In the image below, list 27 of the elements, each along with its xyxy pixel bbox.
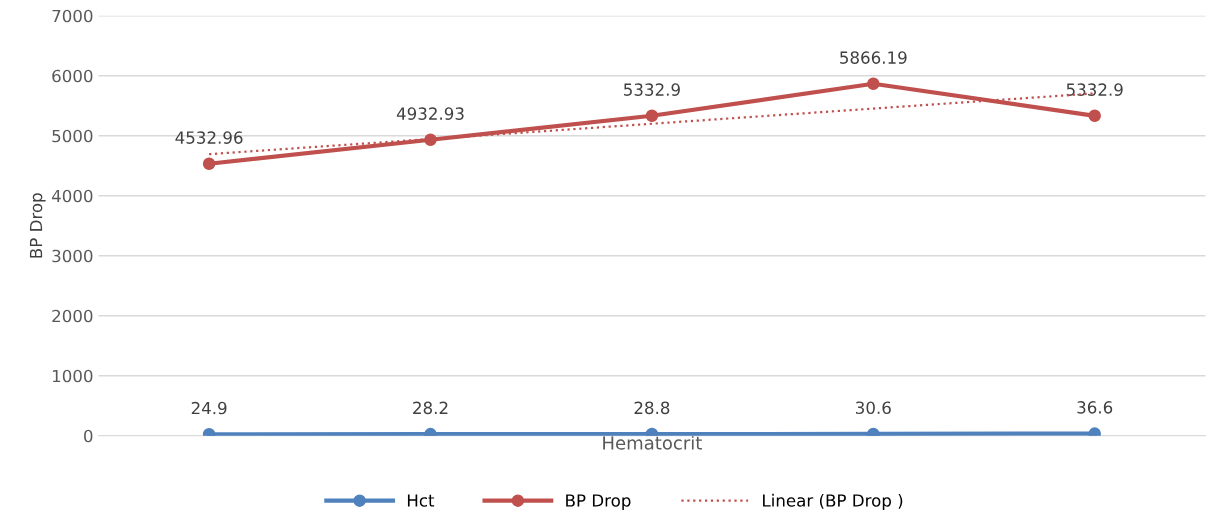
y-tick-label: 5000 [52,129,93,143]
y-tick-label: 3000 [52,249,93,263]
point [202,157,216,171]
data-label: 28.8 [634,401,670,415]
data-label: 28.2 [413,401,448,415]
point [867,77,880,91]
y-tick-label: 1000 [52,369,93,383]
data-label: 5332.9 [624,83,680,96]
data-label: 5332.9 [1066,83,1123,96]
y-tick-label: 7000 [52,9,93,23]
legend-label: Linear (BP Drop ) [763,493,903,510]
data-label: 4932.93 [396,107,464,120]
data-label: 4532.96 [175,131,243,144]
y-axis-title: BP Drop [29,193,46,258]
y-tick-label: 2000 [52,309,93,323]
data-label: 36.6 [1077,401,1113,414]
y-tick-label: 6000 [52,69,93,83]
legend-label: Hct [407,494,435,507]
y-tick-label: 0 [84,429,93,443]
data-label: 30.6 [856,401,891,415]
y-tick-label: 4000 [51,189,93,203]
point [645,109,659,123]
point [1088,109,1101,123]
data-label: 5866.19 [840,51,907,64]
legend-label: BP Drop [566,494,631,510]
data-label: 24.9 [191,401,227,415]
x-axis-title: Hematocrit [603,435,702,450]
